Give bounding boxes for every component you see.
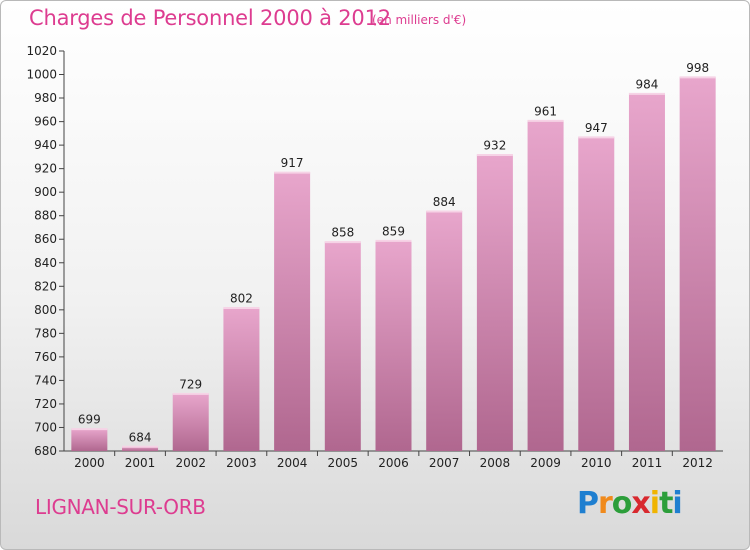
bar-2007 [426, 211, 463, 451]
logo-letter: P [577, 486, 599, 521]
data-label-2000: 699 [78, 413, 101, 427]
data-label-2004: 917 [281, 156, 304, 170]
logo-letter: i [672, 486, 682, 521]
chart-unit: (en milliers d'€) [372, 13, 467, 27]
data-label-2012: 998 [686, 61, 709, 75]
x-tick-label: 2006 [378, 456, 409, 470]
data-label-2007: 884 [433, 195, 456, 209]
y-tick-label: 900 [34, 185, 57, 199]
data-label-2003: 802 [230, 291, 253, 305]
bar-2009 [527, 120, 564, 451]
data-label-2005: 858 [331, 226, 354, 240]
y-tick-label: 800 [34, 303, 57, 317]
bar-2006 [375, 240, 412, 451]
y-tick-label: 1020 [26, 44, 57, 58]
x-tick-label: 2005 [328, 456, 359, 470]
logo-letter: i [649, 486, 660, 521]
data-label-2002: 729 [179, 377, 202, 391]
y-axis: 680 700 720 740 760 780 800 820 840 860 880 900 920 9… [26, 44, 65, 458]
logo-letter: t [659, 486, 673, 521]
x-tick-label: 2001 [125, 456, 156, 470]
x-tick-label: 2003 [226, 456, 257, 470]
x-tick-label: 2012 [682, 456, 713, 470]
data-label-2010: 947 [585, 121, 608, 135]
data-label-2008: 932 [483, 139, 506, 153]
x-tick-label: 2004 [277, 456, 308, 470]
x-tick-label: 2000 [74, 456, 105, 470]
bar-2012 [679, 76, 716, 451]
y-tick-label: 1000 [26, 68, 57, 82]
bars [71, 76, 716, 452]
data-label-2001: 684 [129, 430, 152, 444]
bar-2003 [223, 307, 260, 451]
x-tick-label: 2008 [480, 456, 511, 470]
y-tick-label: 840 [34, 256, 57, 270]
proxiti-logo: Proxiti [577, 486, 683, 521]
y-tick-label: 700 [34, 420, 57, 434]
logo-letter: x [631, 486, 650, 521]
y-tick-label: 760 [34, 350, 57, 364]
y-tick-label: 820 [34, 279, 57, 293]
bar-2000 [71, 428, 108, 451]
y-tick-label: 960 [34, 115, 57, 129]
chart-title: Charges de Personnel 2000 à 2012 [29, 6, 391, 30]
x-tick-label: 2010 [581, 456, 612, 470]
bar-2001 [122, 446, 159, 451]
y-tick-label: 980 [34, 91, 57, 105]
y-tick-label: 860 [34, 232, 57, 246]
y-tick-label: 780 [34, 326, 57, 340]
data-label-2011: 984 [636, 77, 659, 91]
y-tick-label: 720 [34, 397, 57, 411]
x-tick-label: 2007 [429, 456, 460, 470]
y-tick-label: 880 [34, 209, 57, 223]
data-labels: 699 684 729 802 917 858 859 884 932 961 947 984 998 [78, 61, 709, 444]
x-tick-label: 2002 [175, 456, 206, 470]
y-tick-label: 940 [34, 138, 57, 152]
commune-name: LIGNAN-SUR-ORB [35, 495, 206, 519]
bar-2005 [324, 241, 361, 451]
bar-2010 [578, 136, 615, 451]
x-axis: 2000 2001 2002 2003 2004 2005 2006 2007 2008 2009… [64, 450, 723, 470]
logo-letter: o [611, 486, 633, 521]
x-tick-label: 2011 [632, 456, 663, 470]
bar-2008 [476, 154, 513, 451]
y-tick-label: 680 [34, 444, 57, 458]
logo-letter: r [598, 486, 613, 521]
x-tick-label: 2009 [530, 456, 561, 470]
y-tick-label: 920 [34, 162, 57, 176]
bar-2004 [274, 172, 311, 452]
y-tick-label: 740 [34, 373, 57, 387]
data-label-2006: 859 [382, 224, 405, 238]
bar-2011 [628, 93, 665, 452]
data-label-2009: 961 [534, 104, 557, 118]
bar-2002 [172, 393, 209, 451]
